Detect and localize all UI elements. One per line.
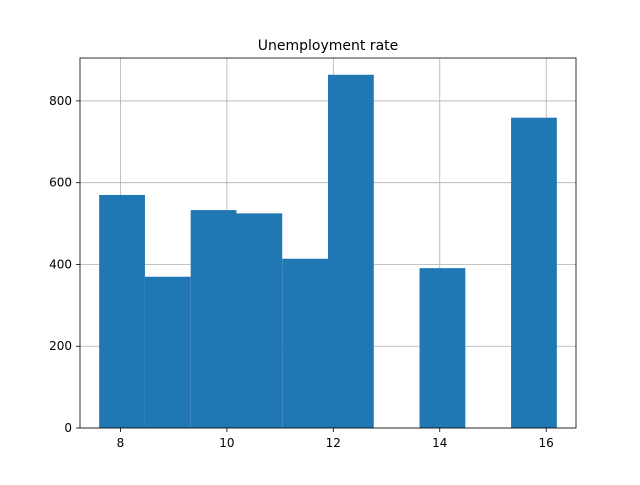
chart-title: Unemployment rate	[258, 38, 399, 54]
x-tick-label: 10	[219, 436, 234, 450]
histogram-bar	[419, 268, 466, 428]
axes-spine	[79, 57, 577, 429]
y-tick-label: 400	[49, 257, 72, 271]
axes-frame	[79, 57, 577, 429]
ticks-layer: 8 10 12 14 16 0 200 400 600 800	[49, 94, 554, 450]
bars-layer	[99, 74, 557, 429]
histogram-bar	[282, 258, 328, 428]
histogram-bar	[236, 213, 283, 428]
histogram-bar	[99, 194, 145, 428]
histogram-bar	[511, 117, 557, 428]
y-tick-label: 800	[49, 94, 72, 108]
x-tick-label: 12	[326, 436, 341, 450]
y-tick-label: 0	[64, 421, 72, 435]
x-tick-label: 16	[539, 436, 554, 450]
x-tick-label: 8	[117, 436, 125, 450]
histogram-bar	[328, 74, 374, 429]
x-tick-label: 14	[432, 436, 447, 450]
histogram-bar	[190, 210, 237, 428]
y-tick-label: 600	[49, 176, 72, 190]
histogram-bar	[144, 276, 191, 428]
y-tick-label: 200	[49, 339, 72, 353]
